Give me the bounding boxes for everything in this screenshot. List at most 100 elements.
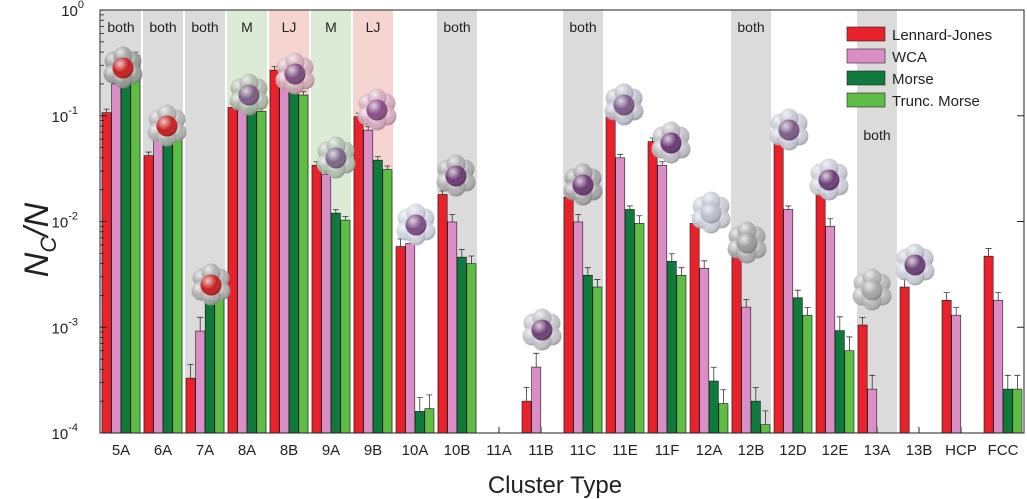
bar-lennard-jones-12e: [815, 194, 826, 434]
cluster-image-11f: [651, 121, 691, 164]
band-label-12b: both: [737, 19, 764, 35]
cluster-image-6a: [147, 104, 187, 147]
cluster-image-13a: [852, 268, 892, 311]
error-bar-morse-9b: [374, 156, 381, 161]
error-bar-morse-9a: [332, 209, 339, 214]
bar-lennard-jones-7a: [185, 377, 196, 434]
error-bar-morse-11e: [626, 205, 633, 210]
band-label-5a: both: [107, 19, 134, 35]
x-tick-label-5a: 5A: [112, 442, 130, 459]
bar-wca-6a: [153, 132, 164, 434]
error-bar-lennard-jones-11b: [523, 386, 530, 402]
x-tick-label-11f: 11F: [655, 442, 680, 459]
bar-morse-10a: [414, 411, 425, 434]
error-bar-morse-12b: [752, 386, 759, 402]
error-bar-wca-12d: [785, 205, 792, 210]
legend-label-3: Trunc. Morse: [892, 93, 980, 110]
error-bar-morse-fcc: [1004, 374, 1011, 390]
cluster-image-9b: [357, 88, 397, 131]
sphere-core-shade: [778, 119, 800, 141]
bar-trunc-morse-11c: [592, 286, 603, 434]
legend-label-2: Morse: [892, 71, 934, 88]
bar-trunc-morse-12d: [802, 314, 813, 434]
sphere-core-shade: [112, 57, 134, 79]
legend-swatch-0: [846, 26, 886, 42]
cluster-image-8a: [229, 73, 269, 116]
error-bar-morse-12d: [794, 289, 801, 298]
y-tick-exponent: -3: [68, 316, 78, 328]
error-bar-trunc-morse-11e: [636, 215, 643, 224]
bar-morse-10b: [456, 256, 467, 434]
bar-morse-12a: [708, 380, 719, 434]
band-label-8a: M: [241, 19, 253, 35]
bar-morse-12d: [792, 297, 803, 434]
bar-morse-11f: [666, 261, 677, 434]
error-bar-lennard-jones-5a: [103, 108, 110, 113]
error-bar-wca-hcp: [953, 307, 960, 316]
sphere-core-shade: [660, 132, 682, 154]
bar-morse-11c: [582, 274, 593, 434]
y-tick-label: 10-3: [52, 316, 78, 337]
cluster-image-9a: [316, 136, 356, 179]
cluster-image-11c: [563, 163, 603, 206]
cluster-image-12e: [809, 158, 849, 201]
sphere-core-shade: [156, 115, 178, 137]
cluster-image-12d: [769, 108, 809, 151]
x-tick-label-13b: 13B: [906, 442, 933, 459]
error-bar-trunc-morse-10b: [468, 255, 475, 264]
sphere-core-shade: [700, 202, 722, 224]
bar-morse-fcc: [1002, 388, 1013, 434]
error-bar-wca-13a: [869, 374, 876, 390]
sphere-core-shade: [736, 232, 758, 254]
bar-trunc-morse-12a: [718, 403, 729, 434]
band-label-11c: both: [569, 19, 596, 35]
x-tick-label-9b: 9B: [364, 442, 382, 459]
sphere-core-shade: [818, 169, 840, 191]
error-bar-trunc-morse-fcc: [1014, 374, 1021, 390]
bar-trunc-morse-6a: [172, 125, 183, 434]
error-bar-trunc-morse-9a: [342, 216, 349, 221]
error-bar-wca-12b: [743, 299, 750, 308]
legend-label-1: WCA: [892, 49, 927, 66]
sphere-core-shade: [861, 279, 883, 301]
bar-morse-12b: [750, 400, 761, 434]
legend-swatch-1: [846, 48, 886, 64]
bar-morse-8a: [246, 104, 257, 434]
y-axis-title-tail: /N: [18, 202, 56, 238]
x-tick-label-8b: 8B: [280, 442, 298, 459]
cluster-image-13b: [895, 243, 935, 286]
sphere-core-shade: [531, 319, 553, 341]
y-tick-base: 10: [52, 215, 69, 232]
error-bar-morse-11f: [668, 253, 675, 262]
band-label-10b: both: [443, 19, 470, 35]
x-tick-label-11a: 11A: [486, 442, 512, 459]
x-tick-label-11c: 11C: [570, 442, 597, 459]
error-bar-lennard-jones-10a: [397, 238, 404, 247]
sphere-core-shade: [238, 84, 260, 106]
y-tick-exponent: 0: [78, 0, 84, 11]
bar-morse-8b: [288, 88, 299, 434]
bar-wca-11c: [573, 221, 584, 434]
error-bar-morse-10a: [416, 397, 423, 412]
bar-trunc-morse-12e: [844, 350, 855, 434]
bar-trunc-morse-9a: [340, 219, 351, 434]
bar-lennard-jones-9a: [311, 164, 322, 434]
cluster-image-8b: [275, 52, 315, 95]
error-bar-trunc-morse-12e: [846, 336, 853, 351]
error-bar-wca-11c: [575, 213, 582, 222]
error-bar-lennard-jones-6a: [145, 151, 152, 156]
error-bar-wca-7a: [197, 316, 204, 332]
bar-lennard-jones-5a: [101, 112, 112, 434]
error-bar-lennard-jones-fcc: [985, 248, 992, 257]
legend-label-0: Lennard-Jones: [892, 27, 992, 44]
bar-lennard-jones-11e: [605, 116, 616, 434]
bar-lennard-jones-8b: [269, 69, 280, 434]
legend-swatch-2: [846, 70, 886, 86]
error-bar-lennard-jones-hcp: [943, 292, 950, 301]
x-tick-label-13a: 13A: [864, 442, 891, 459]
bar-lennard-jones-6a: [143, 155, 154, 434]
error-bar-wca-fcc: [995, 292, 1002, 301]
x-tick-label-12e: 12E: [822, 442, 849, 459]
x-tick-label-8a: 8A: [238, 442, 256, 459]
bar-wca-12a: [699, 268, 710, 434]
